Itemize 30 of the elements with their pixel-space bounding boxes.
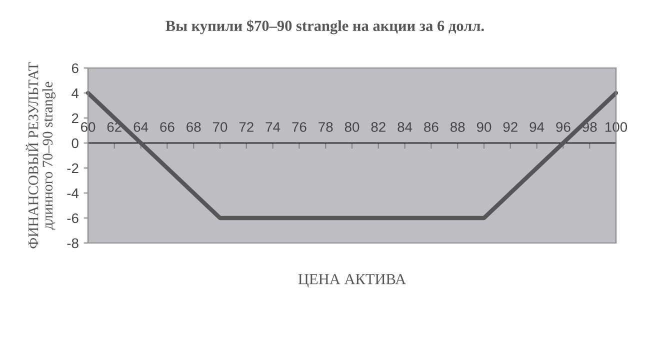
y-tick-label: -6 xyxy=(67,213,78,224)
x-tick-label: 68 xyxy=(186,122,201,132)
x-tick-label: 70 xyxy=(212,122,228,132)
x-tick-label: 92 xyxy=(503,122,518,132)
x-tick-label: 78 xyxy=(318,122,333,132)
y-tick-label: -8 xyxy=(67,238,78,248)
x-axis-title: ЦЕНА АКТИВА xyxy=(298,274,406,288)
x-tick-label: 84 xyxy=(398,122,412,132)
x-tick-label: 90 xyxy=(476,122,492,132)
x-tick-label: 94 xyxy=(530,122,544,132)
x-tick-label: 96 xyxy=(556,122,570,132)
y-tick-label: 2 xyxy=(72,113,78,124)
chart-title: Вы купили $70–90 strangle на акции за 6 долл. xyxy=(166,20,484,34)
y-axis-title: ФИНАНСОВЫЙ РЕЗУЛЬТАТ длинного 70–90 strangle xyxy=(26,62,56,248)
x-tick-label: 80 xyxy=(344,122,360,132)
x-tick-label: 72 xyxy=(239,122,254,132)
y-tick-label: -4 xyxy=(67,188,79,198)
x-tick-label: 88 xyxy=(450,122,465,132)
y-tick-label: 0 xyxy=(72,138,78,148)
x-tick-label: 76 xyxy=(292,122,306,132)
x-tick-label: 74 xyxy=(266,122,280,132)
y-tick-label: -2 xyxy=(67,163,78,174)
x-tick-label: 86 xyxy=(424,122,438,132)
x-tick-label: 82 xyxy=(371,122,386,132)
x-tick-label: 66 xyxy=(160,122,174,132)
y-tick-label: 6 xyxy=(72,63,78,74)
x-tick-label: 100 xyxy=(605,122,628,132)
x-tick-label: 60 xyxy=(80,122,96,132)
y-tick-label: 4 xyxy=(72,88,79,98)
x-tick-label: 64 xyxy=(134,122,148,132)
